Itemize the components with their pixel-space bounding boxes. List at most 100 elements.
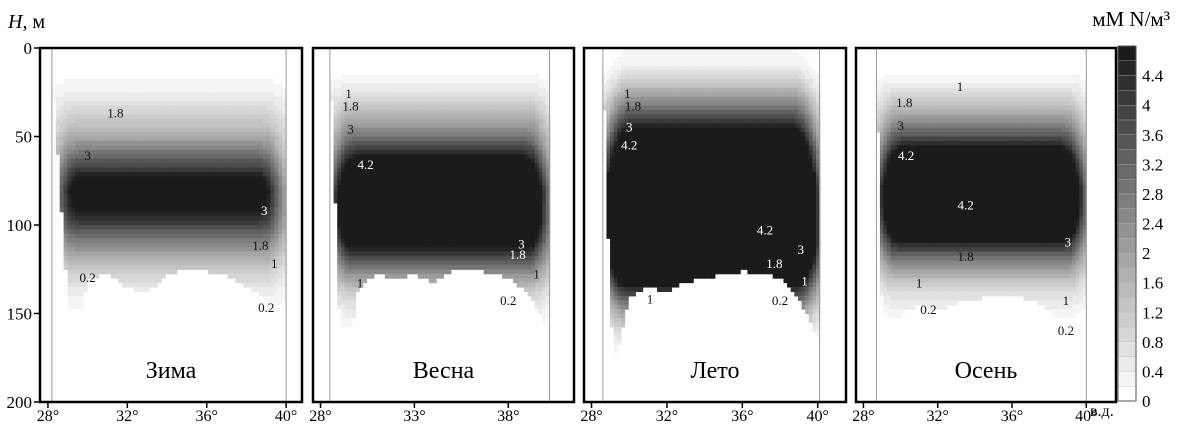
field-cell: [381, 176, 386, 182]
field-cell: [51, 61, 57, 67]
field-cell: [59, 83, 65, 89]
field-cell: [250, 286, 256, 292]
field-cell: [223, 70, 229, 76]
field-cell: [278, 273, 283, 279]
field-cell: [133, 255, 139, 261]
field-cell: [282, 140, 287, 146]
field-cell: [83, 211, 88, 217]
field-cell: [141, 194, 147, 200]
field-cell: [157, 198, 162, 204]
field-cell: [377, 225, 382, 231]
field-cell: [395, 74, 401, 80]
field-cell: [243, 278, 248, 284]
field-cell: [432, 216, 437, 222]
field-cell: [90, 202, 96, 208]
field-cell: [381, 96, 386, 102]
field-cell: [450, 167, 455, 173]
field-cell: [403, 70, 408, 76]
field-cell: [258, 211, 264, 217]
field-cell: [90, 220, 96, 226]
field-cell: [243, 96, 248, 102]
field-cell: [243, 176, 248, 182]
field-cell: [351, 286, 357, 292]
field-cell: [395, 96, 401, 102]
field-cell: [172, 92, 178, 98]
field-cell: [388, 101, 393, 107]
field-cell: [215, 92, 221, 98]
field-cell: [278, 70, 283, 76]
field-cell: [106, 92, 112, 98]
field-cell: [133, 260, 139, 266]
field-cell: [223, 52, 229, 58]
field-cell: [417, 154, 423, 160]
field-cell: [274, 145, 279, 151]
field-cell: [282, 322, 287, 328]
field-cell: [355, 247, 360, 253]
field-cell: [351, 48, 357, 54]
field-cell: [90, 225, 96, 231]
field-cell: [337, 70, 342, 76]
field-cell: [366, 105, 371, 111]
field-cell: [270, 83, 276, 89]
field-cell: [450, 176, 455, 182]
field-cell: [161, 269, 166, 275]
field-cell: [87, 158, 92, 164]
field-cell: [184, 202, 190, 208]
field-cell: [137, 260, 143, 266]
field-cell: [118, 149, 123, 155]
field-cell: [223, 229, 229, 235]
field-cell: [243, 225, 248, 231]
field-cell: [215, 242, 221, 248]
field-cell: [366, 158, 371, 164]
field-cell: [110, 198, 115, 204]
field-cell: [366, 163, 371, 169]
field-cell: [439, 171, 445, 177]
field-cell: [176, 96, 182, 102]
field-cell: [439, 194, 445, 200]
field-cell: [344, 295, 349, 301]
field-cell: [447, 198, 452, 204]
field-cell: [243, 163, 248, 169]
field-cell: [196, 61, 201, 67]
field-cell: [454, 145, 459, 151]
field-cell: [133, 74, 139, 80]
field-cell: [165, 216, 170, 222]
field-cell: [208, 238, 213, 244]
field-cell: [169, 176, 174, 182]
field-cell: [196, 118, 201, 124]
field-cell: [414, 149, 419, 155]
field-cell: [176, 70, 182, 76]
field-cell: [149, 140, 155, 146]
field-cell: [395, 114, 401, 120]
field-cell: [414, 78, 419, 84]
field-cell: [282, 340, 287, 346]
field-cell: [176, 247, 182, 253]
field-cell: [403, 247, 408, 253]
field-cell: [235, 189, 240, 195]
field-cell: [192, 171, 197, 177]
field-cell: [425, 220, 430, 226]
field-cell: [254, 61, 260, 67]
field-cell: [432, 189, 437, 195]
field-cell: [169, 194, 174, 200]
field-cell: [274, 101, 279, 107]
field-cell: [258, 264, 264, 270]
field-cell: [114, 251, 119, 257]
field-cell: [254, 78, 260, 84]
field-cell: [250, 83, 256, 89]
field-cell: [392, 83, 397, 89]
field-cell: [425, 207, 430, 213]
field-cell: [370, 145, 375, 151]
field-cell: [196, 127, 201, 133]
field-cell: [51, 83, 57, 89]
field-cell: [63, 229, 69, 235]
field-cell: [165, 269, 170, 275]
field-cell: [94, 220, 100, 226]
field-cell: [388, 167, 393, 173]
field-cell: [392, 145, 397, 151]
field-cell: [180, 225, 186, 231]
field-cell: [443, 140, 448, 146]
field-cell: [388, 185, 393, 191]
field-cell: [98, 83, 104, 89]
field-cell: [247, 229, 252, 235]
